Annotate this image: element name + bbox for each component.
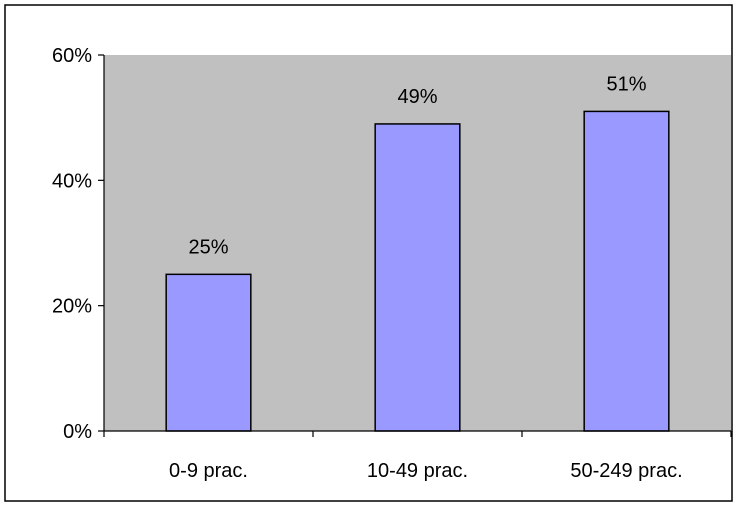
y-tick-label: 40% [52,170,92,192]
bar-value-label: 51% [606,73,646,95]
y-axis-labels: 0% 20% 40% 60% [52,45,92,443]
bar-value-label: 25% [188,236,228,258]
y-axis-ticks [98,54,104,432]
bar [165,273,252,432]
x-axis-ticks [103,431,732,437]
y-tick-label: 20% [52,296,92,318]
y-tick-label: 60% [52,45,92,67]
x-tick-label: 10-49 prac. [367,460,468,482]
bars [165,110,670,432]
bar-value-label: 49% [397,86,437,108]
bar [374,123,461,432]
data-labels: 25% 49% 51% [188,73,646,258]
x-tick-label: 0-9 prac. [169,460,248,482]
bar [583,110,670,432]
y-tick-label: 0% [63,421,92,443]
x-axis-labels: 0-9 prac. 10-49 prac. 50-249 prac. [169,460,683,482]
x-tick-label: 50-249 prac. [570,460,682,482]
